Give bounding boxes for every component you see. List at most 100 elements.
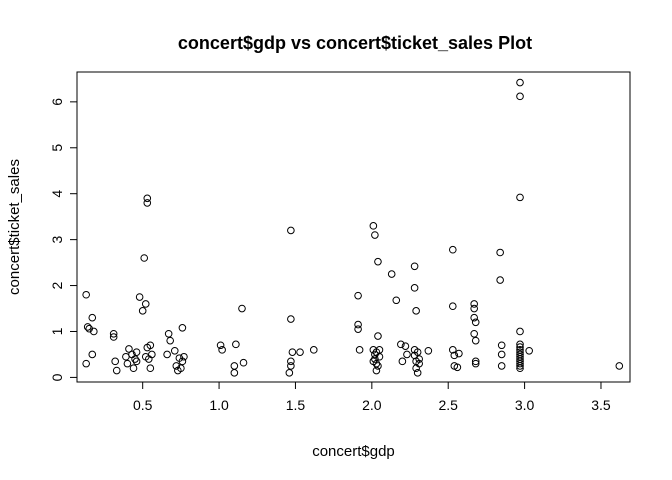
x-tick-label: 3.5 [591, 397, 611, 413]
data-point [471, 359, 480, 368]
data-point [354, 320, 362, 329]
y-tick-label: 4 [49, 190, 65, 198]
data-point [470, 313, 478, 322]
data-point [470, 304, 478, 313]
data-point [239, 358, 248, 367]
data-point [369, 357, 378, 366]
data-point [123, 359, 132, 368]
data-point [415, 359, 423, 368]
data-point [516, 362, 524, 370]
data-point [516, 340, 524, 349]
data-point [415, 355, 423, 363]
data-point [516, 78, 524, 87]
data-point [369, 222, 378, 230]
data-point [82, 359, 90, 368]
data-point [178, 357, 187, 366]
data-point [148, 350, 156, 359]
data-point [497, 341, 506, 350]
y-axis: 0 1 2 3 4 5 6 [49, 98, 78, 381]
data-point [516, 364, 524, 373]
data-point [448, 245, 457, 254]
data-point [112, 366, 121, 375]
x-tick-label: 3.0 [515, 397, 535, 413]
data-point [309, 346, 318, 354]
data-point [111, 357, 119, 366]
y-tick-label: 3 [49, 236, 65, 244]
y-axis-label: concert$ticket_sales [6, 159, 23, 295]
data-point [374, 332, 382, 340]
data-point [448, 302, 457, 311]
data-point [371, 355, 379, 363]
data-point [132, 357, 141, 366]
data-point [471, 318, 480, 327]
data-point [141, 300, 150, 308]
data-point [288, 348, 297, 356]
data-point [135, 293, 144, 301]
data-point [88, 313, 97, 322]
data-point [287, 357, 295, 366]
data-point [131, 355, 139, 363]
data-point [146, 364, 155, 373]
x-tick-label: 1.5 [286, 397, 306, 413]
data-point [470, 300, 478, 308]
data-point [354, 291, 362, 300]
x-tick-label: 2.0 [362, 397, 382, 413]
y-tick-label: 2 [49, 281, 65, 289]
data-point [285, 369, 294, 377]
data-point [170, 346, 179, 355]
data-point [88, 350, 97, 359]
data-point [172, 362, 181, 370]
data-point [178, 324, 187, 332]
data-point [470, 329, 478, 338]
data-point [166, 336, 174, 345]
data-point [90, 327, 98, 336]
y-tick-label: 0 [49, 373, 65, 381]
data-point [163, 350, 171, 359]
data-point [354, 325, 362, 333]
data-point [132, 348, 141, 356]
data-point [392, 296, 401, 305]
x-tick-label: 0.5 [133, 397, 153, 413]
plot-frame [76, 71, 631, 383]
data-point [143, 194, 152, 203]
data-point [122, 352, 130, 361]
data-point [230, 362, 239, 370]
data-point [471, 357, 480, 366]
data-point [453, 363, 462, 372]
data-point [138, 307, 147, 315]
data-point [83, 323, 92, 331]
data-point [615, 362, 624, 370]
data-point [371, 231, 379, 239]
data-point [516, 359, 524, 368]
data-points [82, 78, 624, 377]
data-point [140, 254, 149, 262]
data-point [82, 290, 90, 299]
data-point [371, 350, 379, 359]
x-tick-label: 2.5 [438, 397, 458, 413]
y-tick-label: 5 [49, 144, 65, 152]
chart-title: concert$gdp vs concert$ticket_sales Plot [178, 33, 532, 53]
data-point [413, 369, 422, 377]
y-tick-label: 1 [49, 327, 65, 335]
data-point [355, 346, 364, 354]
data-point [455, 349, 463, 358]
x-axis-label: concert$gdp [312, 443, 395, 460]
data-point [232, 340, 240, 349]
y-tick-label: 6 [49, 98, 65, 106]
data-point [372, 366, 381, 375]
data-point [397, 340, 405, 349]
data-point [448, 346, 457, 354]
data-point [164, 329, 173, 338]
data-point [296, 348, 304, 356]
data-point [412, 307, 420, 315]
data-point [412, 364, 420, 373]
data-point [387, 270, 396, 278]
data-point [516, 193, 524, 202]
data-point [372, 348, 381, 356]
data-point [287, 226, 295, 235]
data-point [497, 362, 506, 370]
data-point [143, 199, 152, 207]
data-point [129, 364, 138, 373]
data-point [398, 357, 407, 366]
